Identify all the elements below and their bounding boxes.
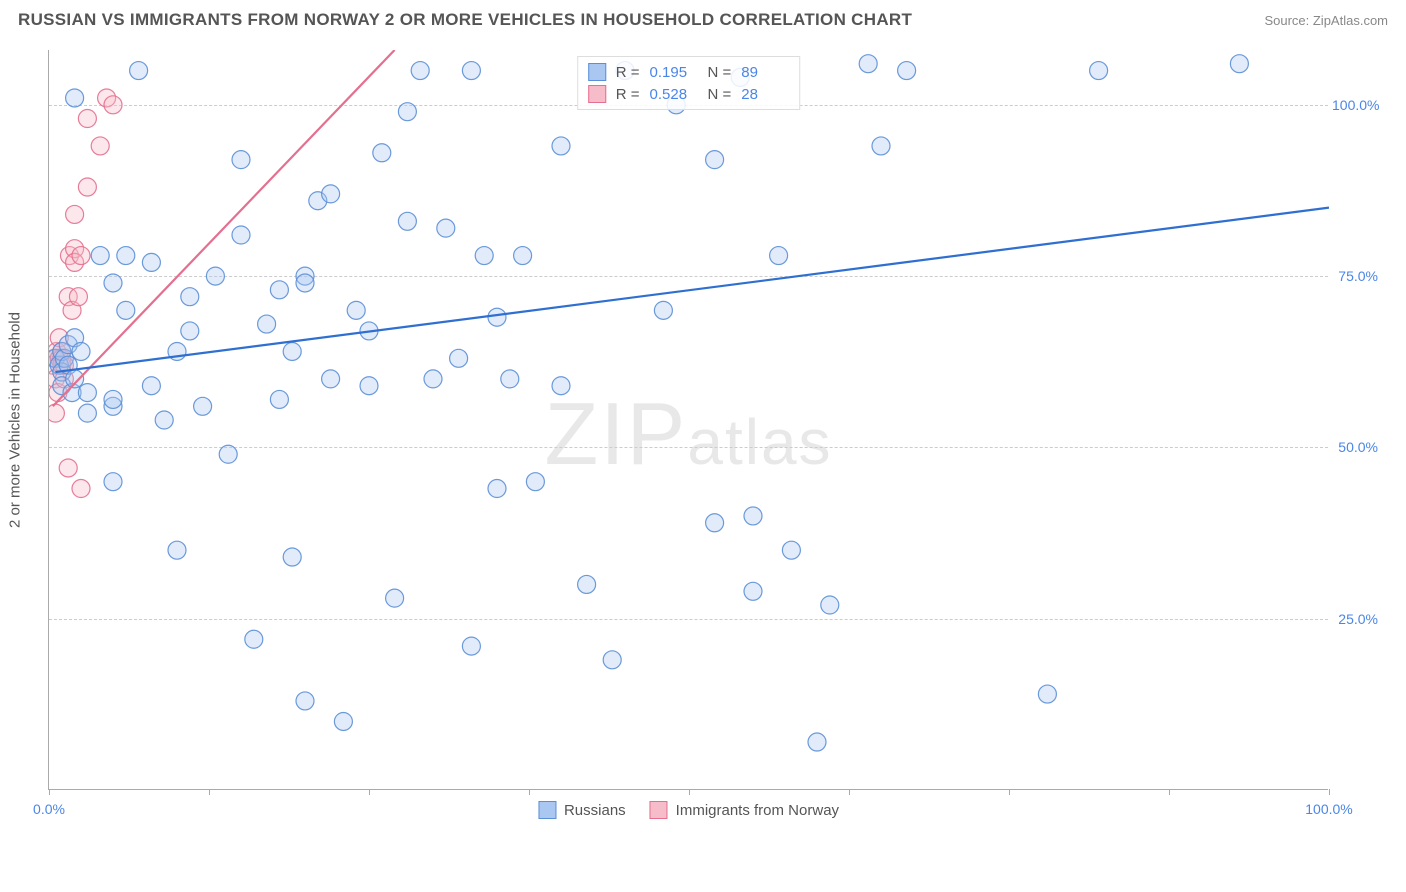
x-tick-label: 100.0% — [1305, 801, 1352, 817]
legend-bottom-norway: Immigrants from Norway — [650, 801, 839, 819]
legend-r-label: R = — [616, 64, 640, 81]
legend-bottom-russians: Russians — [538, 801, 626, 819]
y-tick-label: 100.0% — [1332, 97, 1378, 113]
chart-area: ZIPatlas 25.0%50.0%75.0%100.0% 0.0%100.0… — [48, 50, 1378, 810]
y-tick-label: 75.0% — [1332, 268, 1378, 284]
legend-swatch-norway-bottom — [650, 801, 668, 819]
legend-n-value-russians: 89 — [741, 64, 789, 81]
legend-top: R = 0.195 N = 89 R = 0.528 N = 28 — [577, 56, 801, 110]
legend-bottom: Russians Immigrants from Norway — [538, 801, 839, 819]
plot-area: ZIPatlas 25.0%50.0%75.0%100.0% 0.0%100.0… — [48, 50, 1328, 790]
y-tick-label: 50.0% — [1332, 439, 1378, 455]
legend-swatch-norway — [588, 85, 606, 103]
legend-swatch-russians-bottom — [538, 801, 556, 819]
legend-label-russians: Russians — [564, 802, 626, 819]
x-tick-label: 0.0% — [33, 801, 65, 817]
legend-n-label2: N = — [708, 86, 732, 103]
legend-label-norway: Immigrants from Norway — [676, 802, 839, 819]
legend-swatch-russians — [588, 63, 606, 81]
y-axis-label: 2 or more Vehicles in Household — [7, 312, 24, 528]
chart-title: RUSSIAN VS IMMIGRANTS FROM NORWAY 2 OR M… — [18, 10, 912, 30]
legend-top-row-norway: R = 0.528 N = 28 — [588, 83, 790, 105]
legend-r-value-norway: 0.528 — [650, 86, 698, 103]
legend-r-value-russians: 0.195 — [650, 64, 698, 81]
title-bar: RUSSIAN VS IMMIGRANTS FROM NORWAY 2 OR M… — [0, 0, 1406, 36]
legend-r-label2: R = — [616, 86, 640, 103]
source-label: Source: ZipAtlas.com — [1264, 13, 1388, 28]
legend-top-row-russians: R = 0.195 N = 89 — [588, 61, 790, 83]
legend-n-label: N = — [708, 64, 732, 81]
scatter-svg — [49, 50, 1329, 790]
y-tick-label: 25.0% — [1332, 611, 1378, 627]
legend-n-value-norway: 28 — [741, 86, 789, 103]
